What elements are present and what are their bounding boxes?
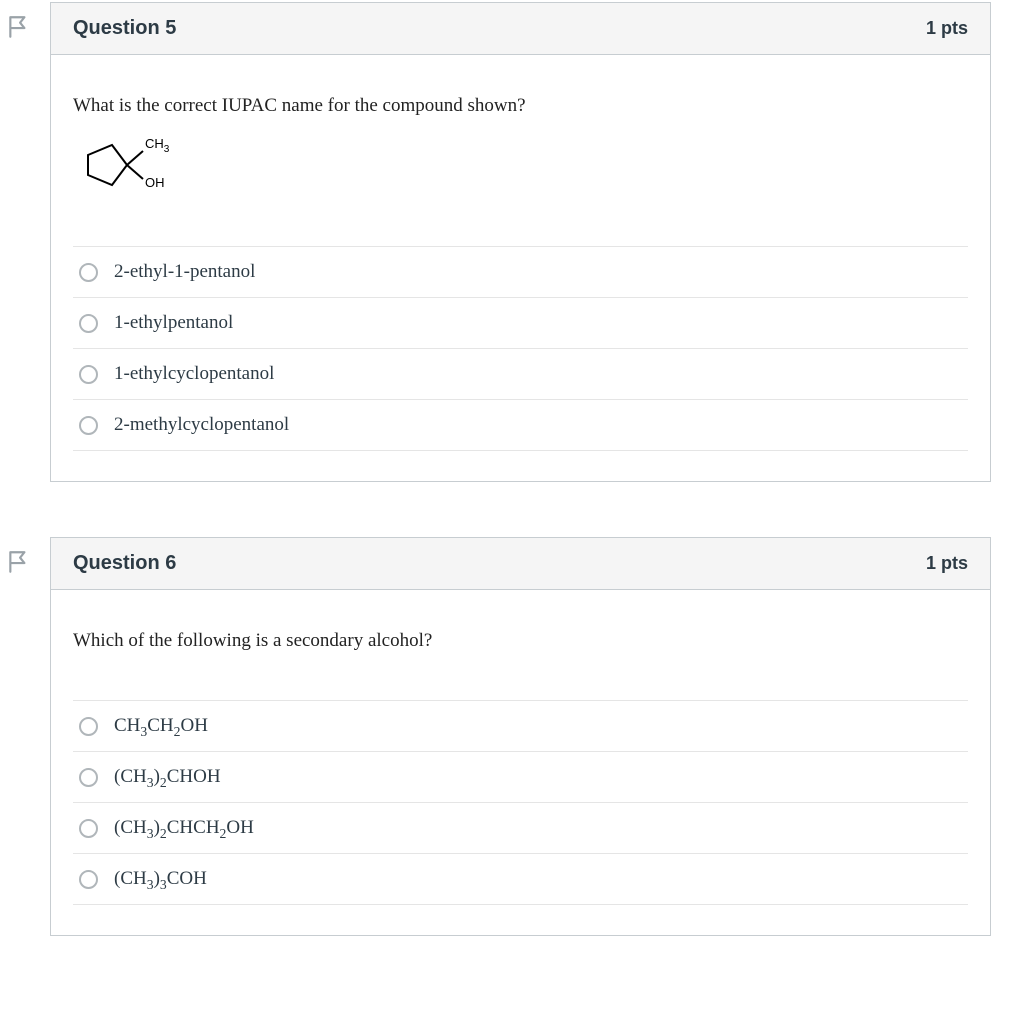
question-card: Question 5 1 pts What is the correct IUP… [50, 2, 991, 482]
question-header: Question 5 1 pts [51, 3, 990, 55]
molecule-ch3-label: CH [145, 136, 164, 151]
radio-icon[interactable] [79, 870, 98, 889]
question-block-6: Question 6 1 pts Which of the following … [0, 537, 1017, 936]
radio-icon[interactable] [79, 416, 98, 435]
question-points: 1 pts [926, 18, 968, 39]
answer-option[interactable]: 1-ethylpentanol [73, 297, 968, 348]
radio-icon[interactable] [79, 768, 98, 787]
question-prompt: Which of the following is a secondary al… [73, 630, 968, 652]
flag-column [0, 2, 50, 45]
question-body: What is the correct IUPAC name for the c… [51, 55, 990, 481]
question-prompt: What is the correct IUPAC name for the c… [73, 95, 968, 117]
answer-label: 2-ethyl-1-pentanol [114, 261, 255, 283]
answer-option[interactable]: 2-ethyl-1-pentanol [73, 246, 968, 297]
flag-icon[interactable] [6, 549, 32, 575]
answers-list: CH3CH2OH (CH3)2CHOH (CH3)2CHCH2OH (CH3)3… [73, 700, 968, 905]
question-title: Question 6 [73, 552, 176, 575]
question-points: 1 pts [926, 553, 968, 574]
svg-text:CH3: CH3 [145, 136, 170, 155]
molecule-oh-label: OH [145, 175, 165, 190]
answer-label: (CH3)2CHCH2OH [114, 817, 254, 839]
question-header: Question 6 1 pts [51, 538, 990, 590]
answer-label: (CH3)2CHOH [114, 766, 221, 788]
answer-label: 1-ethylpentanol [114, 312, 233, 334]
flag-icon[interactable] [6, 14, 32, 40]
answer-label: (CH3)3COH [114, 868, 207, 890]
answer-option[interactable]: (CH3)2CHOH [73, 751, 968, 802]
page: Question 5 1 pts What is the correct IUP… [0, 0, 1017, 1011]
answer-option[interactable]: 2-methylcyclopentanol [73, 399, 968, 451]
answer-label: CH3CH2OH [114, 715, 208, 737]
answer-option[interactable]: (CH3)2CHCH2OH [73, 802, 968, 853]
molecule-structure: CH3 OH [75, 129, 968, 206]
question-title: Question 5 [73, 17, 176, 40]
answers-list: 2-ethyl-1-pentanol 1-ethylpentanol 1-eth… [73, 246, 968, 451]
radio-icon[interactable] [79, 263, 98, 282]
answer-label: 2-methylcyclopentanol [114, 414, 289, 436]
question-card: Question 6 1 pts Which of the following … [50, 537, 991, 936]
question-block-5: Question 5 1 pts What is the correct IUP… [0, 2, 1017, 482]
answer-label: 1-ethylcyclopentanol [114, 363, 274, 385]
answer-option[interactable]: CH3CH2OH [73, 700, 968, 751]
radio-icon[interactable] [79, 314, 98, 333]
flag-column [0, 537, 50, 580]
radio-icon[interactable] [79, 365, 98, 384]
answer-option[interactable]: (CH3)3COH [73, 853, 968, 905]
answer-option[interactable]: 1-ethylcyclopentanol [73, 348, 968, 399]
question-body: Which of the following is a secondary al… [51, 590, 990, 935]
radio-icon[interactable] [79, 819, 98, 838]
radio-icon[interactable] [79, 717, 98, 736]
